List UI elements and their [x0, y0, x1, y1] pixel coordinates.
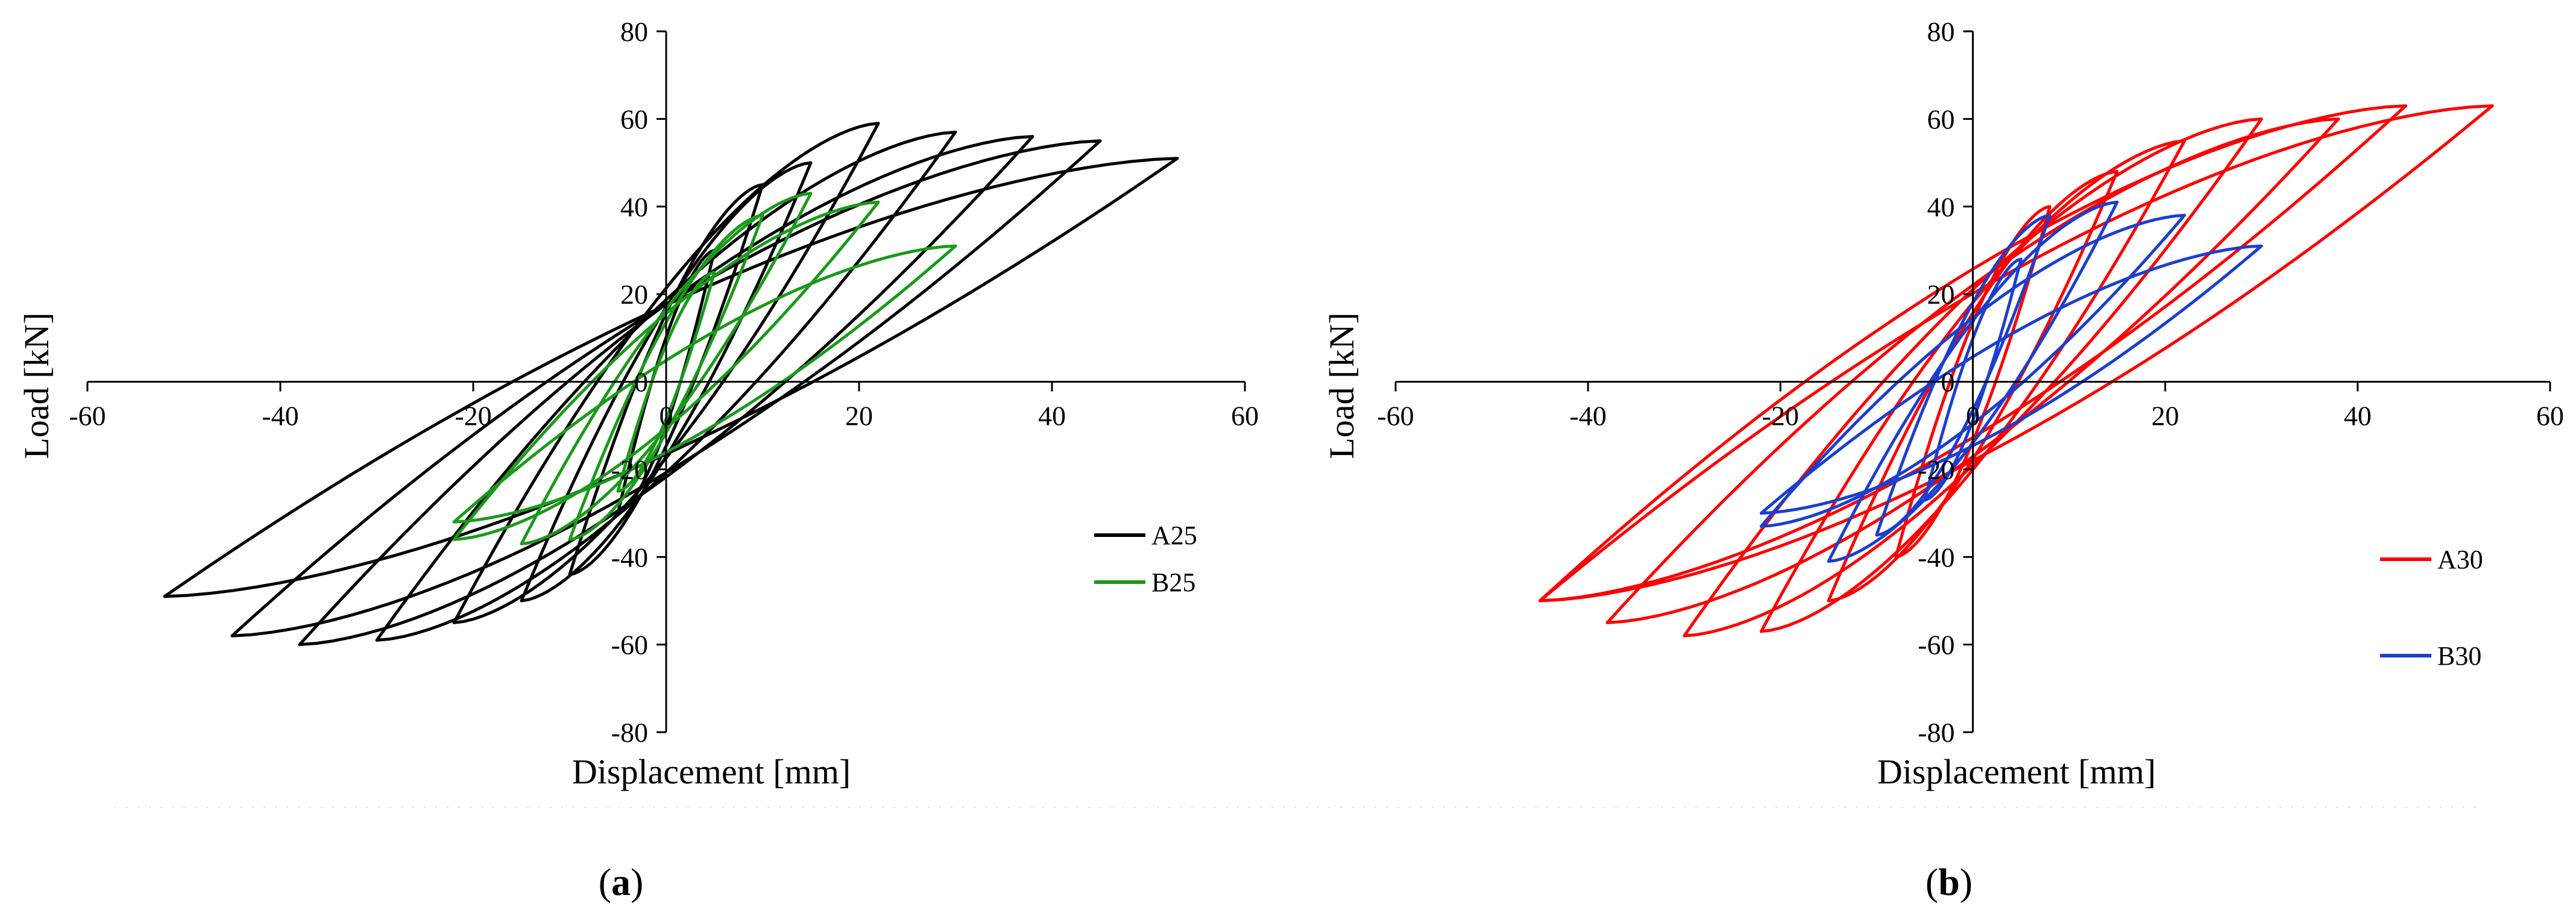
y-tick-label: -20 — [1918, 454, 1954, 485]
y-tick-label: 60 — [620, 104, 648, 134]
y-axis-title: Load [kN] — [1322, 312, 1361, 459]
panel-label-close-paren: ) — [1960, 861, 1973, 903]
x-tick-label: 40 — [2344, 401, 2372, 431]
series-a25-loop-8 — [163, 157, 1179, 598]
x-tick-label: -40 — [262, 401, 298, 431]
x-tick-label: 20 — [2152, 401, 2179, 431]
y-tick-label: 0 — [1941, 367, 1955, 398]
x-tick-label: -60 — [1377, 401, 1414, 431]
y-tick-label: 80 — [1927, 16, 1955, 47]
x-tick-label: 40 — [1038, 401, 1066, 431]
legend-label-a25: A25 — [1151, 521, 1197, 550]
panel-label-open-paren: ( — [599, 861, 611, 903]
x-tick-label: -60 — [69, 401, 105, 431]
series-a25-loop-4 — [452, 122, 880, 624]
x-tick-label: 0 — [660, 401, 673, 431]
series-a25-loop-6 — [298, 135, 1034, 647]
panel-label-close-paren: ) — [631, 861, 643, 903]
series-a30-loop-4 — [1683, 117, 2263, 638]
series-group — [163, 122, 1179, 647]
y-tick-label: 60 — [1927, 104, 1955, 134]
y-tick-label: -60 — [1918, 630, 1954, 660]
series-b30-loop-1 — [1923, 257, 2023, 502]
y-tick-label: -80 — [1918, 717, 1954, 748]
series-a25-loop-7 — [230, 139, 1102, 638]
x-tick-label: -20 — [455, 401, 491, 431]
series-group — [1538, 104, 2494, 638]
y-tick-label: 40 — [620, 192, 648, 222]
y-axis-title: Load [kN] — [17, 312, 56, 459]
legend: A30 B30 — [2380, 545, 2483, 671]
series-b25-loop-1 — [616, 271, 716, 493]
x-tick-label: 0 — [1966, 401, 1980, 431]
x-axis-title: Displacement [mm] — [572, 752, 851, 791]
x-axis-title: Displacement [mm] — [1877, 752, 2156, 791]
y-tick-label: -60 — [611, 630, 648, 660]
series-a30-loop-6 — [1538, 104, 2408, 603]
series-b30-loop-4 — [1759, 213, 2187, 528]
series-a30-loop-2 — [1827, 170, 2119, 603]
y-tick-label: -80 — [611, 717, 648, 748]
series-b25-loop-2 — [568, 213, 764, 541]
series-b30-loop-5 — [1759, 244, 2263, 515]
x-tick-label: 60 — [2536, 401, 2564, 431]
y-tick-label: 20 — [1927, 279, 1955, 310]
x-tick-label: 60 — [1231, 401, 1259, 431]
legend-label-b30: B30 — [2437, 641, 2481, 671]
legend: A25 B25 — [1094, 521, 1197, 597]
y-tick-label: -40 — [611, 542, 648, 572]
chart-panel-a: -60 -40 -20 0 20 40 60 80 60 40 20 0 -20 -40 -60 -80 Dis… — [17, 16, 1259, 903]
y-tick-label: 80 — [620, 16, 648, 47]
y-tick-label: 20 — [620, 279, 648, 310]
x-tick-label: 20 — [845, 401, 873, 431]
series-b25-loop-4 — [452, 201, 880, 541]
panel-label-letter: a — [611, 861, 631, 903]
series-b25-loop-3 — [520, 192, 813, 545]
legend-label-a30: A30 — [2437, 545, 2483, 574]
series-b30-loop-3 — [1827, 201, 2119, 563]
legend-label-b25: B25 — [1151, 568, 1195, 597]
y-tick-label: -20 — [611, 454, 648, 485]
series-a25-loop-5 — [375, 130, 957, 642]
panel-label: (b) — [1926, 861, 1973, 903]
panel-label-open-paren: ( — [1926, 861, 1938, 903]
x-tick-label: -20 — [1762, 401, 1799, 431]
chart-panel-b: -60 -40 -20 0 20 40 60 80 60 40 20 0 -20 -40 -60 -80 Dis… — [1322, 16, 2564, 903]
x-tick-label: -40 — [1570, 401, 1607, 431]
y-tick-label: -40 — [1918, 542, 1954, 572]
y-tick-label: 40 — [1927, 192, 1955, 222]
y-tick-label: 0 — [634, 367, 648, 398]
series-b25-loop-5 — [452, 244, 957, 524]
series-a30-loop-7 — [1538, 104, 2494, 603]
panel-label-letter: b — [1938, 861, 1960, 903]
panel-label: (a) — [599, 861, 644, 903]
